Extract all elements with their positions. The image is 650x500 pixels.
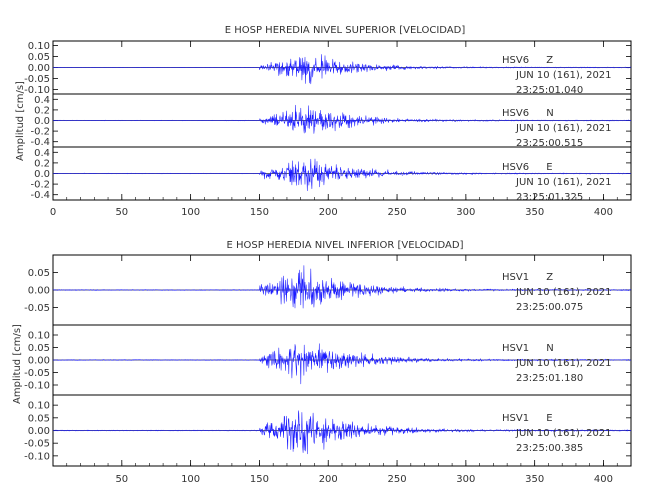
y-tick-label: -0.2 xyxy=(30,127,50,138)
date-label: JUN 10 (161), 2021 xyxy=(515,123,612,134)
time-label: 23:25:00.385 xyxy=(516,443,583,454)
y-tick-label: 0.00 xyxy=(28,356,50,367)
time-label: 23:25:01.040 xyxy=(516,85,583,96)
y-tick-label: 0.0 xyxy=(34,116,50,127)
waveform-trace xyxy=(52,343,632,385)
y-tick-label: 0.05 xyxy=(28,343,50,354)
component-code: E xyxy=(546,413,552,424)
y-tick-label: -0.10 xyxy=(24,451,50,462)
y-tick-label: -0.10 xyxy=(24,381,50,392)
x-tick-label: 250 xyxy=(388,474,407,485)
date-label: JUN 10 (161), 2021 xyxy=(515,70,612,81)
y-tick-label: -0.05 xyxy=(24,368,50,379)
waveform-trace xyxy=(52,54,632,85)
component-code: E xyxy=(546,162,552,173)
y-tick-label: -0.4 xyxy=(30,137,50,148)
panel-hsv6-z: 0.100.050.00-0.05-0.10 HSV6 Z JUN 10 (16… xyxy=(24,40,632,96)
y-tick-label: 0.10 xyxy=(28,401,50,412)
y-tick-label: 0.05 xyxy=(28,268,50,279)
x-tick-label: 300 xyxy=(456,207,475,218)
chart-inferior: E HOSP HEREDIA NIVEL INFERIOR [VELOCIDAD… xyxy=(12,240,632,485)
component-code: Z xyxy=(546,272,553,283)
y-tick-label: 0.2 xyxy=(34,158,50,169)
x-tick-label: 0 xyxy=(50,207,56,218)
y-tick-label: 0.10 xyxy=(28,41,50,52)
y-tick-label: 0.00 xyxy=(28,63,50,74)
component-code: Z xyxy=(546,55,553,66)
y-axis-label-superior: Amplitud [cm/s] xyxy=(15,81,26,161)
y-tick-label: -0.10 xyxy=(24,85,50,96)
panel-hsv1-e: 0.100.05 0.00 -0.05-0.10 HSV1 E JUN 10 (16… xyxy=(24,394,632,467)
x-tick-label: 50 xyxy=(115,474,128,485)
y-tick-label: -0.05 xyxy=(24,303,50,314)
x-tick-label: 200 xyxy=(319,207,338,218)
time-label: 23:25:00.075 xyxy=(516,302,583,313)
x-tick-label: 350 xyxy=(525,207,544,218)
station-label: HSV6 N xyxy=(502,108,554,119)
y-tick-label: 0.2 xyxy=(34,105,50,116)
station-code: HSV6 xyxy=(502,162,529,173)
date-label: JUN 10 (161), 2021 xyxy=(515,428,612,439)
station-code: HSV6 xyxy=(502,55,529,66)
panel-hsv1-n: 0.100.05 0.00-0.05 -0.10 HSV1 N JUN 10 (16… xyxy=(24,324,632,396)
chart-title-superior: E HOSP HEREDIA NIVEL SUPERIOR [VELOCIDAD… xyxy=(225,25,466,36)
y-tick-label: 0.0 xyxy=(34,169,50,180)
y-tick-label: 0.4 xyxy=(34,148,50,159)
panel-hsv6-e: 0.40.20.0-0.2-0.4 HSV6 E JUN 10 (161), 2… xyxy=(30,146,632,203)
station-label: HSV1 Z xyxy=(502,272,553,283)
component-code: N xyxy=(546,108,553,119)
x-tick-label: 250 xyxy=(388,207,407,218)
x-tick-label: 100 xyxy=(181,474,200,485)
station-label: HSV1 E xyxy=(502,413,553,424)
waveform-trace xyxy=(52,104,632,134)
x-tick-label: 150 xyxy=(250,207,269,218)
date-label: JUN 10 (161), 2021 xyxy=(515,287,612,298)
y-tick-label: -0.2 xyxy=(30,180,50,191)
station-code: HSV6 xyxy=(502,108,529,119)
y-tick-label: -0.05 xyxy=(24,439,50,450)
y-axis-label-inferior: Amplitud [cm/s] xyxy=(12,324,23,404)
y-ticks: 0.100.050.00-0.05-0.10 xyxy=(24,41,631,96)
waveform-trace xyxy=(52,265,632,309)
station-label: HSV1 N xyxy=(502,343,554,354)
y-tick-label: 0.00 xyxy=(28,286,50,297)
station-code: HSV1 xyxy=(502,343,529,354)
x-tick-label: 200 xyxy=(319,474,338,485)
y-tick-label: 0.10 xyxy=(28,331,50,342)
x-tick-label: 400 xyxy=(594,474,613,485)
y-tick-label: 0.05 xyxy=(28,413,50,424)
date-label: JUN 10 (161), 2021 xyxy=(515,358,612,369)
x-tick-label: 150 xyxy=(250,474,269,485)
chart-title-inferior: E HOSP HEREDIA NIVEL INFERIOR [VELOCIDAD… xyxy=(227,240,464,251)
x-tick-label: 350 xyxy=(525,474,544,485)
y-tick-label: -0.4 xyxy=(30,190,50,201)
station-label: HSV6 E xyxy=(502,162,553,173)
x-tick-label: 50 xyxy=(115,207,128,218)
x-tick-label: 400 xyxy=(594,207,613,218)
panel-hsv6-n: 0.40.20.0-0.2-0.4 HSV6 N JUN 10 (161), 2… xyxy=(30,93,632,149)
station-code: HSV1 xyxy=(502,413,529,424)
time-label: 23:25:00.515 xyxy=(516,138,583,149)
date-label: JUN 10 (161), 2021 xyxy=(515,177,612,188)
chart-superior: E HOSP HEREDIA NIVEL SUPERIOR [VELOCIDAD… xyxy=(15,25,632,218)
panel-hsv1-z: 0.050.00-0.05 HSV1 Z JUN 10 (161), 2021 … xyxy=(24,254,632,326)
x-axis-superior: 0 50 100 150 200 250 300 350 400 xyxy=(50,41,632,218)
y-tick-label: 0.00 xyxy=(28,426,50,437)
waveform-trace xyxy=(52,158,631,191)
y-tick-label: 0.05 xyxy=(28,52,50,63)
y-tick-label: -0.05 xyxy=(24,74,50,85)
x-tick-label: 300 xyxy=(456,474,475,485)
x-axis-inferior: 50 100 150 200 250 300 350 400 xyxy=(52,255,632,485)
time-label: 23:25:01.325 xyxy=(516,192,583,203)
component-code: N xyxy=(546,343,553,354)
station-code: HSV1 xyxy=(502,272,529,283)
station-label: HSV6 Z xyxy=(502,55,553,66)
y-tick-label: 0.4 xyxy=(34,95,50,106)
time-label: 23:25:01.180 xyxy=(516,373,583,384)
x-tick-label: 100 xyxy=(181,207,200,218)
y-ticks: 0.100.05 0.00-0.05 -0.10 xyxy=(24,331,631,392)
waveform-trace xyxy=(52,410,632,455)
